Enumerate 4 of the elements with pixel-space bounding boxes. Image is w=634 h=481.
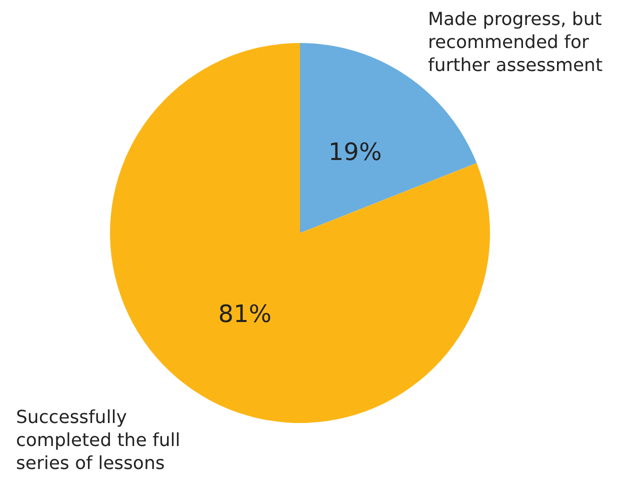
- slice-label: Successfully completed the full series of lessons: [16, 407, 186, 474]
- data-label: 81%: [218, 300, 272, 328]
- slice-label: Made progress, but recommended for further assessment: [428, 9, 608, 76]
- data-label: 19%: [328, 138, 382, 166]
